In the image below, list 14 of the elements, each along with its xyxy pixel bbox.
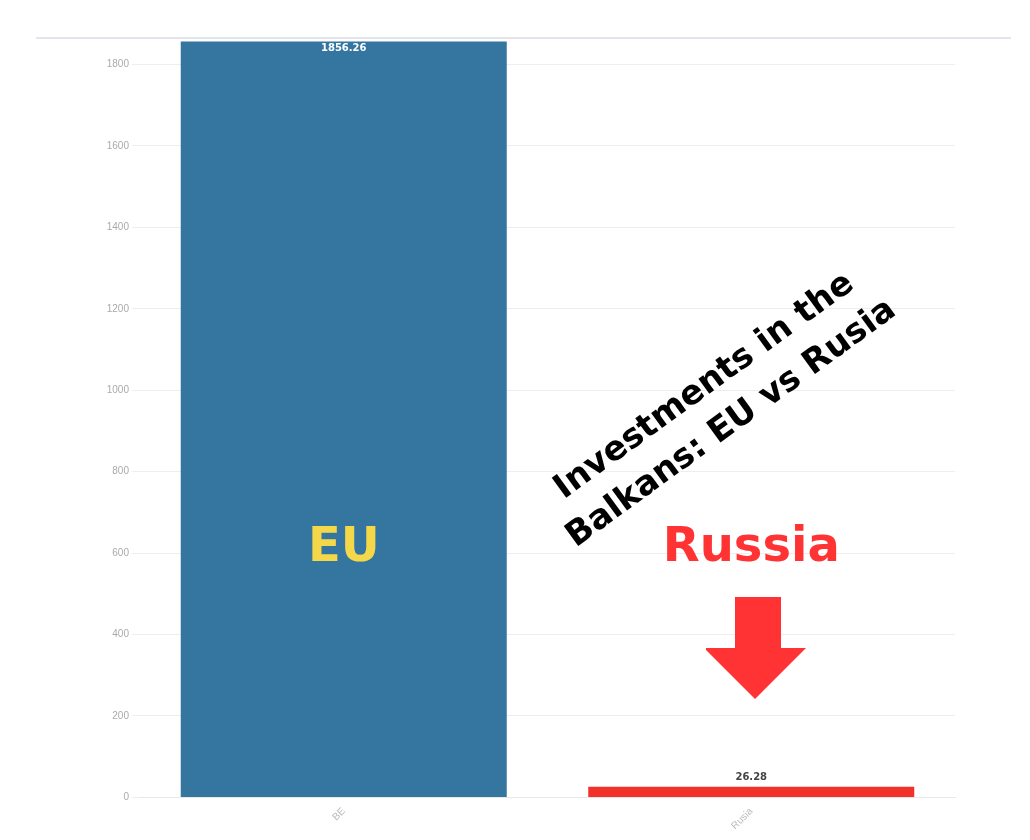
y-tick-label: 1200 — [106, 302, 130, 314]
data-label: 1856.26 — [320, 42, 367, 54]
y-tick-label: 800 — [112, 465, 130, 477]
data-label: 26.28 — [735, 771, 768, 783]
x-tick-label: BE — [329, 805, 348, 823]
y-tick-label: 600 — [112, 546, 130, 558]
y-tick-label: 1000 — [106, 383, 130, 395]
y-tick-label: 1600 — [106, 139, 130, 151]
y-tick-label: 400 — [112, 628, 130, 640]
y-tick-label: 1800 — [106, 58, 130, 70]
y-tick-label: 1400 — [106, 221, 130, 233]
y-tick-label: 0 — [123, 791, 130, 803]
annotation: EU — [307, 516, 380, 573]
y-tick-label: 200 — [112, 709, 130, 721]
